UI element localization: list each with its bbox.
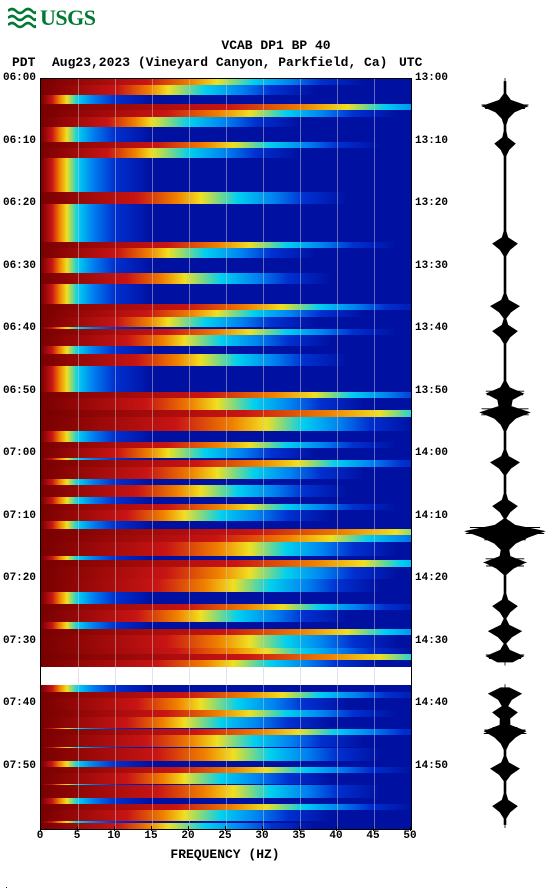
x-tick-label: 5: [74, 830, 81, 842]
y-left-tick: 06:20: [0, 197, 36, 209]
x-tick-label: 30: [255, 830, 268, 842]
y-left-tick: 07:40: [0, 697, 36, 709]
y-left-tick: 07:00: [0, 447, 36, 459]
usgs-logo: USGS: [8, 5, 95, 31]
x-tick-label: 40: [329, 830, 342, 842]
y-right-tick: 13:30: [415, 260, 451, 272]
y-right-tick: 13:20: [415, 197, 451, 209]
y-left-tick: 06:30: [0, 260, 36, 272]
x-tick-label: 15: [144, 830, 157, 842]
y-right-tick: 13:40: [415, 322, 451, 334]
x-tick-label: 0: [37, 830, 44, 842]
y-right-tick: 14:30: [415, 635, 451, 647]
x-tick-label: 10: [107, 830, 120, 842]
y-left-tick: 06:40: [0, 322, 36, 334]
y-right-tick: 14:50: [415, 760, 451, 772]
corner-mark: ․: [5, 881, 8, 891]
usgs-waves-icon: [8, 7, 36, 29]
y-left-tick: 06:50: [0, 385, 36, 397]
x-axis-ticks: 05101520253035404550: [40, 830, 410, 846]
x-tick-label: 45: [366, 830, 379, 842]
y-right-tick: 13:50: [415, 385, 451, 397]
y-left-tick: 07:10: [0, 510, 36, 522]
x-tick-label: 25: [218, 830, 231, 842]
y-left-tick: 07:30: [0, 635, 36, 647]
x-tick-label: 50: [403, 830, 416, 842]
chart-title: VCAB DP1 BP 40: [0, 38, 552, 53]
y-left-tick: 07:50: [0, 760, 36, 772]
x-axis-label: FREQUENCY (HZ): [40, 847, 410, 862]
y-left-tick: 06:00: [0, 72, 36, 84]
x-tick-label: 20: [181, 830, 194, 842]
tz-left-label: PDT: [12, 55, 35, 70]
spectrogram-plot: [40, 78, 412, 830]
y-right-tick: 14:40: [415, 697, 451, 709]
usgs-logo-text: USGS: [40, 5, 95, 31]
y-right-tick: 13:10: [415, 135, 451, 147]
tz-right-label: UTC: [399, 55, 422, 70]
seismogram-waveform: [460, 78, 550, 828]
y-right-tick: 13:00: [415, 72, 451, 84]
y-right-tick: 14:20: [415, 572, 451, 584]
y-left-tick: 06:10: [0, 135, 36, 147]
y-right-tick: 14:10: [415, 510, 451, 522]
y-right-tick: 14:00: [415, 447, 451, 459]
x-tick-label: 35: [292, 830, 305, 842]
date-location-label: Aug23,2023 (Vineyard Canyon, Parkfield, …: [52, 55, 387, 70]
y-left-tick: 07:20: [0, 572, 36, 584]
